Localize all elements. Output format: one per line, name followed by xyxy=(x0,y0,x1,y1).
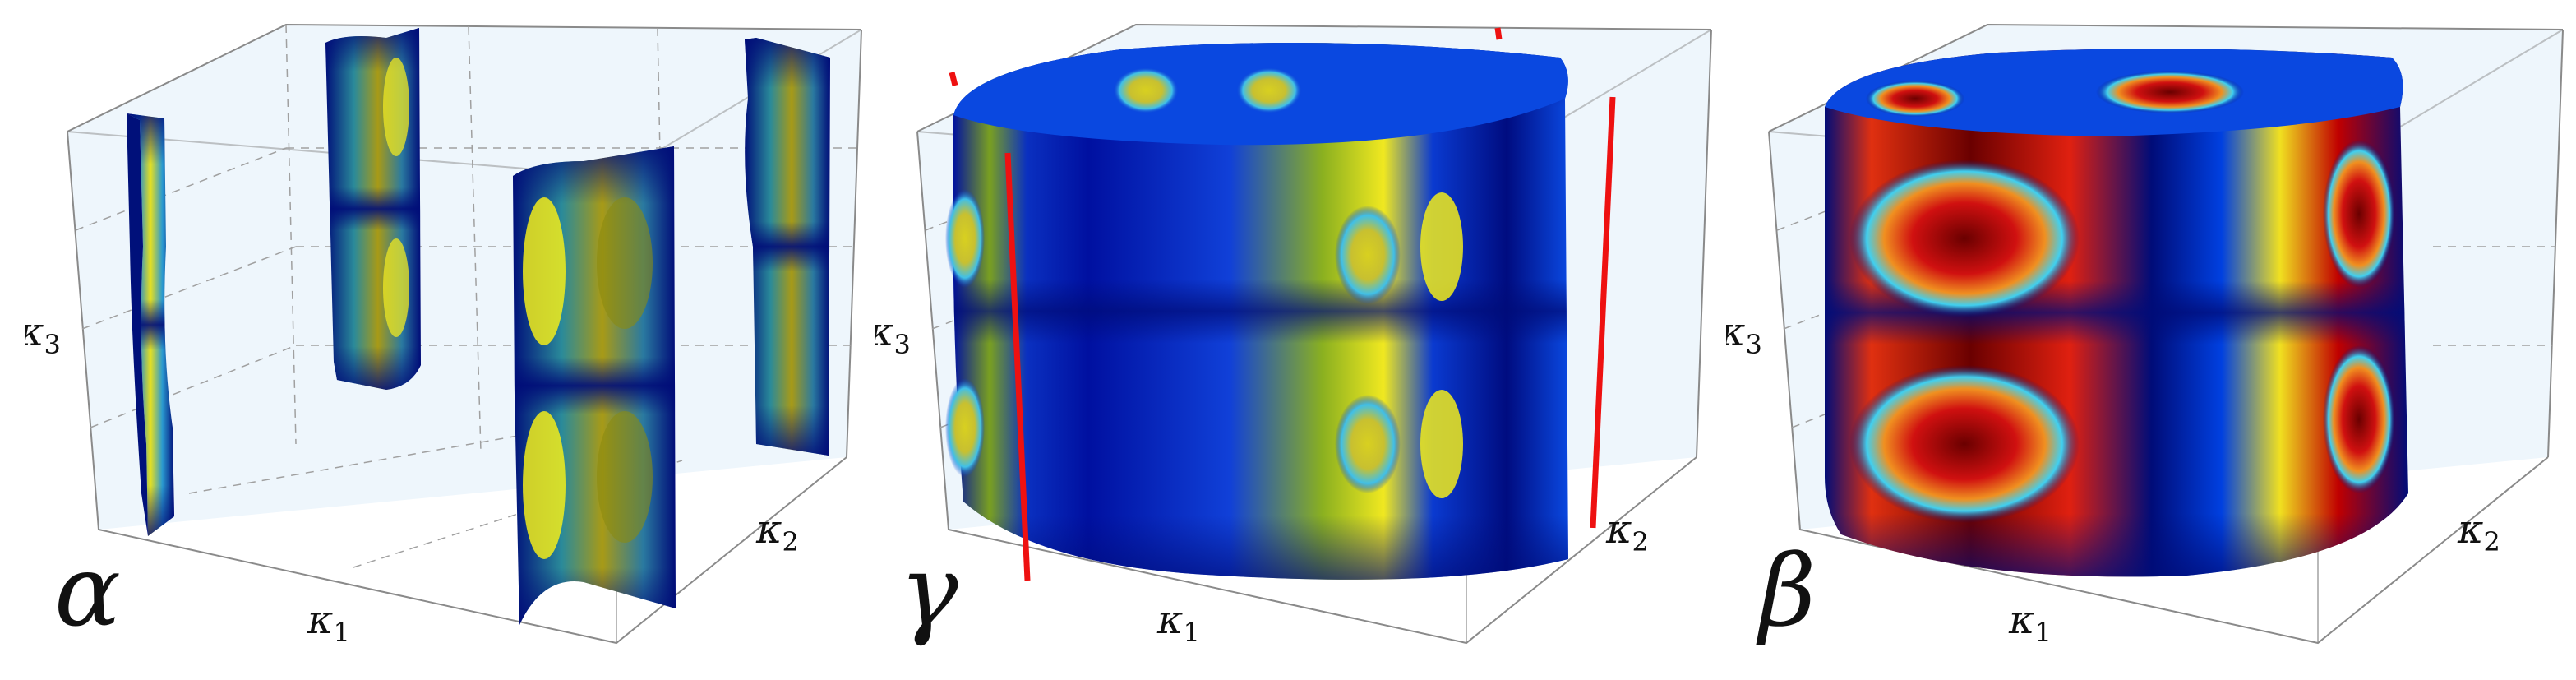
axis-label-k3: κ3 xyxy=(875,309,911,360)
panel-beta: κ3 κ1 κ2 β xyxy=(1726,0,2573,680)
fermi-surface-sheet-4 xyxy=(513,146,676,625)
fermi-surface-sheet-2 xyxy=(325,28,421,390)
panel-label-beta: β xyxy=(1756,534,1816,649)
axis-label-k3: κ3 xyxy=(25,309,61,360)
panel-alpha: κ3 κ1 κ2 α xyxy=(25,0,871,680)
axis-label-k1: κ1 xyxy=(1156,597,1200,648)
axis-label-k3: κ3 xyxy=(1726,309,1762,360)
red-line-front-right xyxy=(1590,96,1616,529)
red-line-front-left xyxy=(1004,152,1031,581)
panel-label-gamma: γ xyxy=(899,534,958,649)
fermi-surface-sheet-3 xyxy=(745,38,830,456)
axis-label-k2: κ2 xyxy=(1605,507,1649,557)
fermi-surface-sheet-1 xyxy=(127,113,174,536)
red-line-back-left xyxy=(949,72,958,86)
panel-label-alpha: α xyxy=(54,534,121,649)
axis-label-k1: κ1 xyxy=(307,597,350,648)
panel-gamma: κ3 κ1 κ2 γ xyxy=(875,0,1721,680)
axis-label-k1: κ1 xyxy=(2008,597,2052,648)
axis-label-k2: κ2 xyxy=(2457,507,2500,557)
red-line-back-top xyxy=(1494,27,1503,40)
fermi-surface-sheet-gamma xyxy=(945,43,1568,580)
fermi-surface-sheet-beta xyxy=(1825,49,2408,577)
axis-label-k2: κ2 xyxy=(755,507,799,557)
